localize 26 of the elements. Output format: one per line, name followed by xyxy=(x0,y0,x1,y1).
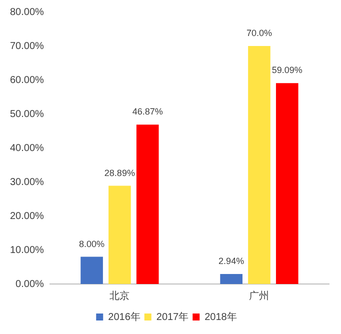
legend-label: 2017年 xyxy=(156,310,189,323)
y-tick-label: 60.00% xyxy=(10,74,44,86)
data-label: 59.09% xyxy=(272,65,302,76)
y-tick-label: 30.00% xyxy=(10,176,44,188)
data-label: 8.00% xyxy=(79,238,105,249)
data-label: 70.0% xyxy=(246,28,272,38)
bar xyxy=(80,256,103,284)
bar xyxy=(108,186,131,284)
y-tick-label: 40.00% xyxy=(10,142,44,154)
x-tick-label: 北京 xyxy=(110,290,130,302)
y-tick-label: 10.00% xyxy=(10,244,44,256)
legend-label: 2016年 xyxy=(108,310,140,323)
y-tick-label: 70.00% xyxy=(10,40,44,52)
x-tick-label: 广州 xyxy=(249,290,270,302)
bar xyxy=(276,83,298,284)
y-tick-label: 50.00% xyxy=(10,108,44,120)
bar xyxy=(220,274,242,284)
legend-label: 2018年 xyxy=(204,310,237,323)
y-tick-label: 20.00% xyxy=(10,210,44,222)
bar xyxy=(136,124,159,284)
data-label: 46.87% xyxy=(132,106,163,117)
data-label: 28.89% xyxy=(104,168,135,178)
bar xyxy=(248,46,270,284)
y-tick-label: 80.00% xyxy=(10,6,44,18)
data-label: 2.94% xyxy=(218,256,244,266)
y-tick-label: 0.00% xyxy=(16,278,44,290)
